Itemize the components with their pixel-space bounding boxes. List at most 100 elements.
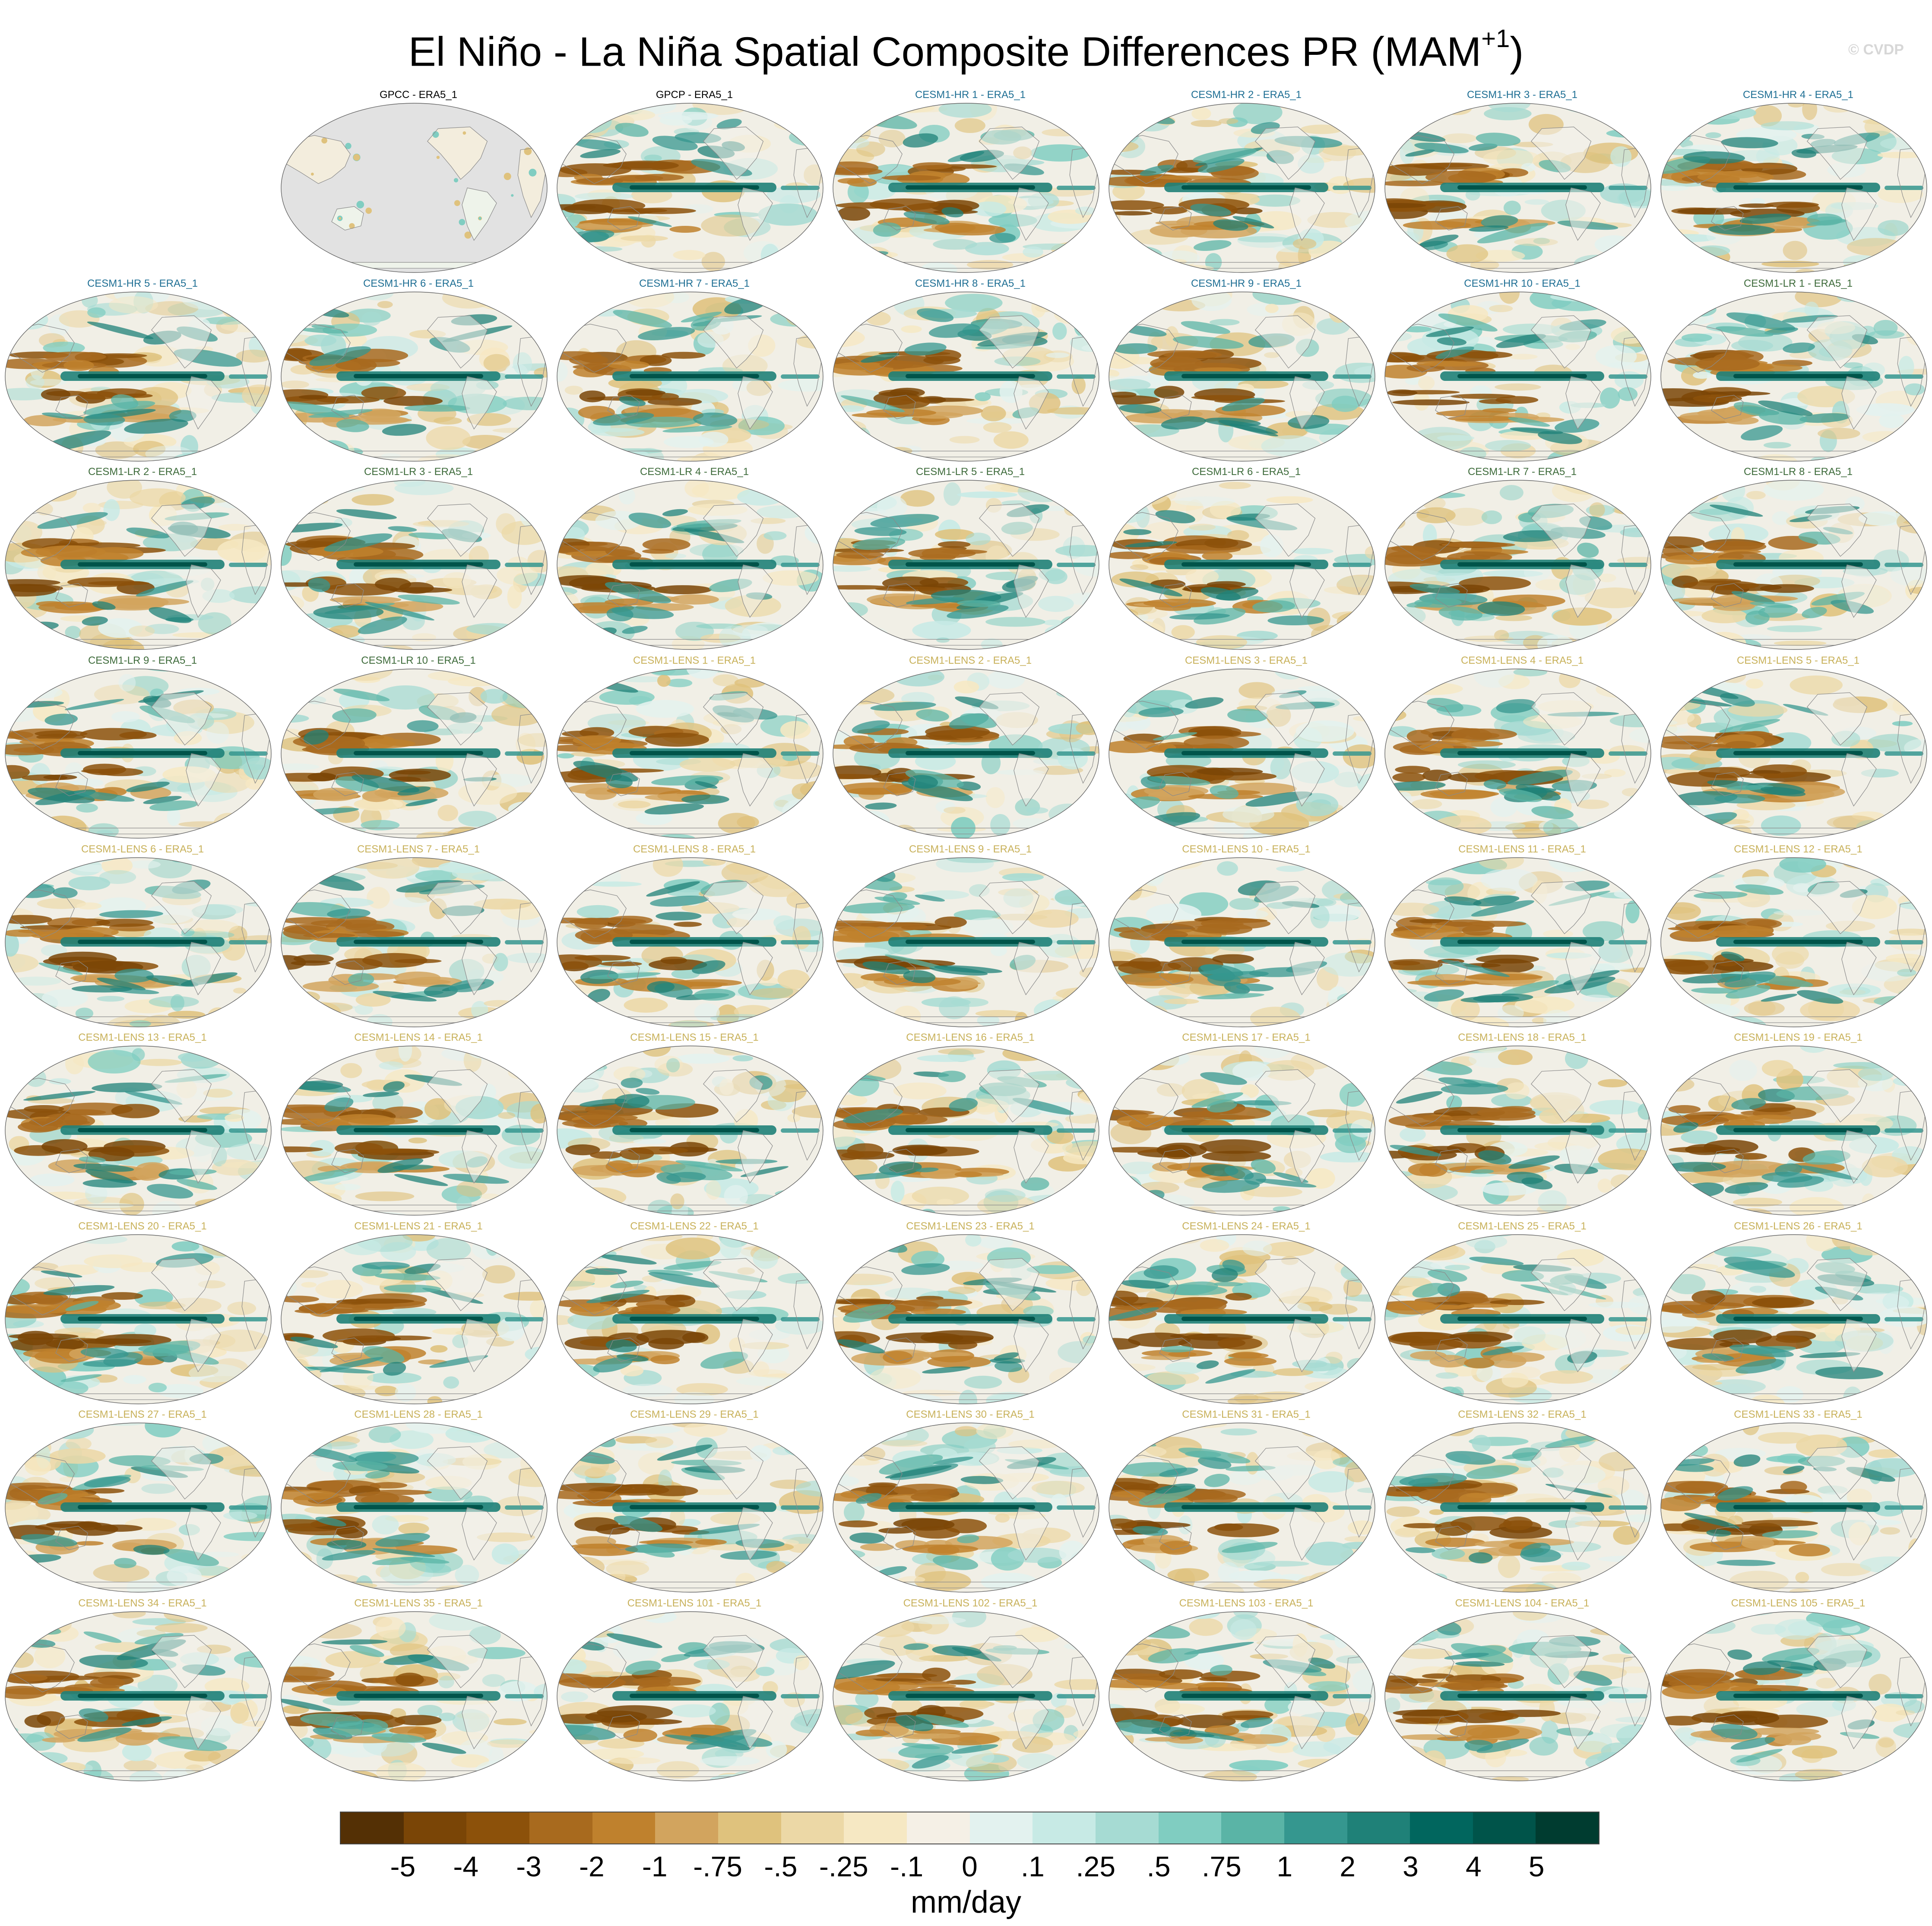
map-globe (5, 668, 272, 839)
map-globe (281, 857, 548, 1027)
map-panel-title: CESM1-LENS 35 - ERA5_1 (354, 1597, 483, 1609)
map-panel-title: CESM1-LENS 34 - ERA5_1 (78, 1597, 207, 1609)
map-panel: GPCP - ERA5_1 (556, 89, 833, 274)
map-panel: CESM1-LR 4 - ERA5_1 (556, 466, 833, 651)
map-globe (281, 480, 548, 650)
map-panel-title: CESM1-HR 2 - ERA5_1 (1191, 89, 1302, 101)
map-panel-title: CESM1-LR 9 - ERA5_1 (88, 655, 197, 666)
colorbar (340, 1812, 1599, 1844)
map-panel: CESM1-LENS 25 - ERA5_1 (1384, 1220, 1660, 1406)
map-panel: CESM1-LENS 6 - ERA5_1 (4, 843, 281, 1029)
colorbar-tick-label: -.75 (693, 1850, 742, 1882)
map-globe (1660, 1045, 1927, 1216)
map-globe (1384, 668, 1651, 839)
map-globe (281, 668, 548, 839)
map-globe (1384, 1234, 1651, 1404)
colorbar-tick-label: 4 (1465, 1850, 1482, 1882)
map-panel: CESM1-LENS 19 - ERA5_1 (1660, 1031, 1932, 1217)
map-panel-title: GPCP - ERA5_1 (656, 89, 733, 101)
map-globe (281, 1611, 548, 1781)
map-panel: CESM1-LENS 21 - ERA5_1 (280, 1220, 557, 1406)
map-globe (281, 291, 548, 462)
map-globe (833, 103, 1099, 273)
map-panel-title: CESM1-LENS 23 - ERA5_1 (906, 1220, 1035, 1232)
colorbar-swatch (1158, 1812, 1222, 1844)
map-panel-title: CESM1-LENS 24 - ERA5_1 (1182, 1220, 1311, 1232)
map-panel-title: CESM1-HR 8 - ERA5_1 (915, 278, 1026, 289)
map-panel: CESM1-HR 2 - ERA5_1 (1108, 89, 1384, 274)
map-globe (1384, 480, 1651, 650)
map-panel: CESM1-HR 5 - ERA5_1 (4, 277, 281, 463)
map-panel-title: CESM1-LENS 26 - ERA5_1 (1734, 1220, 1862, 1232)
colorbar-tick-label: 2 (1340, 1850, 1356, 1882)
map-panel: GPCC - ERA5_1 (280, 89, 557, 274)
map-panel-title: CESM1-LENS 21 - ERA5_1 (354, 1220, 483, 1232)
map-panel: CESM1-LENS 104 - ERA5_1 (1384, 1597, 1660, 1783)
map-panel: CESM1-LENS 29 - ERA5_1 (556, 1408, 833, 1594)
map-panel: CESM1-LENS 4 - ERA5_1 (1384, 654, 1660, 840)
map-globe (5, 857, 272, 1027)
title-main: El Niño - La Niña Spatial Composite Diff… (408, 29, 1482, 75)
map-panel: CESM1-LENS 32 - ERA5_1 (1384, 1408, 1660, 1594)
map-globe (5, 1234, 272, 1404)
colorbar-swatch (466, 1812, 529, 1844)
map-panel: CESM1-HR 9 - ERA5_1 (1108, 277, 1384, 463)
map-panel: CESM1-LENS 28 - ERA5_1 (280, 1408, 557, 1594)
map-panel: CESM1-LR 5 - ERA5_1 (832, 466, 1109, 651)
map-panel: CESM1-LENS 14 - ERA5_1 (280, 1031, 557, 1217)
colorbar-tick-label: -3 (516, 1850, 542, 1882)
map-globe (833, 480, 1099, 650)
map-panel: CESM1-LENS 3 - ERA5_1 (1108, 654, 1384, 840)
map-globe (1109, 291, 1375, 462)
map-globe (557, 291, 823, 462)
map-panel: CESM1-LENS 22 - ERA5_1 (556, 1220, 833, 1406)
map-panel-title: CESM1-LENS 4 - ERA5_1 (1460, 655, 1584, 666)
map-globe (833, 1611, 1099, 1781)
colorbar-swatch (969, 1812, 1033, 1844)
colorbar-tick-label: .25 (1076, 1850, 1116, 1882)
map-panel-title: CESM1-LENS 8 - ERA5_1 (633, 843, 756, 855)
colorbar-tick-label: -4 (453, 1850, 479, 1882)
map-globe (1660, 103, 1927, 273)
map-panel-title: CESM1-LENS 105 - ERA5_1 (1731, 1597, 1865, 1609)
map-panel-title: CESM1-LENS 10 - ERA5_1 (1182, 843, 1311, 855)
map-globe (281, 103, 548, 273)
colorbar-swatch (403, 1812, 467, 1844)
map-panel-title: CESM1-LENS 20 - ERA5_1 (78, 1220, 207, 1232)
map-globe (1384, 103, 1651, 273)
colorbar-swatch (1410, 1812, 1473, 1844)
colorbar-tick-label: -1 (642, 1850, 668, 1882)
map-panel-title: CESM1-LR 1 - ERA5_1 (1743, 278, 1853, 289)
map-panel: CESM1-LENS 23 - ERA5_1 (832, 1220, 1109, 1406)
map-globe (1109, 1234, 1375, 1404)
map-globe (1384, 1045, 1651, 1216)
map-globe (1660, 668, 1927, 839)
map-panel: CESM1-HR 1 - ERA5_1 (832, 89, 1109, 274)
map-panel: CESM1-LR 6 - ERA5_1 (1108, 466, 1384, 651)
map-globe (1384, 291, 1651, 462)
map-globe (557, 857, 823, 1027)
map-panel: CESM1-HR 8 - ERA5_1 (832, 277, 1109, 463)
map-panel: CESM1-LENS 12 - ERA5_1 (1660, 843, 1932, 1029)
map-panel: CESM1-HR 10 - ERA5_1 (1384, 277, 1660, 463)
colorbar-tick-label: -.25 (819, 1850, 868, 1882)
map-panel: CESM1-LENS 30 - ERA5_1 (832, 1408, 1109, 1594)
map-panel-title: CESM1-LR 10 - ERA5_1 (361, 655, 476, 666)
map-panel-title: CESM1-HR 1 - ERA5_1 (915, 89, 1026, 101)
title-close: ) (1510, 29, 1524, 75)
colorbar-tick-labels: -5 -4 -3 -2 -1 -.75 -.5 -.25 -.1 0 .1 .25 .5 .75 1 2 3 4 5 (340, 1849, 1599, 1884)
colorbar-units: mm/day (910, 1885, 1022, 1920)
map-globe (833, 1234, 1099, 1404)
map-panel-title: CESM1-HR 7 - ERA5_1 (639, 278, 750, 289)
map-panel-title: CESM1-LENS 33 - ERA5_1 (1734, 1409, 1862, 1420)
map-panel: CESM1-LENS 20 - ERA5_1 (4, 1220, 281, 1406)
map-panel-title: CESM1-LENS 101 - ERA5_1 (627, 1597, 762, 1609)
map-panel: CESM1-LENS 17 - ERA5_1 (1108, 1031, 1384, 1217)
map-panel-title: CESM1-HR 5 - ERA5_1 (87, 278, 198, 289)
map-panel: CESM1-LENS 8 - ERA5_1 (556, 843, 833, 1029)
map-panel-title: CESM1-LENS 19 - ERA5_1 (1734, 1032, 1862, 1043)
map-panel-title: CESM1-LENS 30 - ERA5_1 (906, 1409, 1035, 1420)
map-panel-title: CESM1-LENS 28 - ERA5_1 (354, 1409, 483, 1420)
map-globe (1660, 291, 1927, 462)
map-panel-title: CESM1-LENS 3 - ERA5_1 (1185, 655, 1308, 666)
